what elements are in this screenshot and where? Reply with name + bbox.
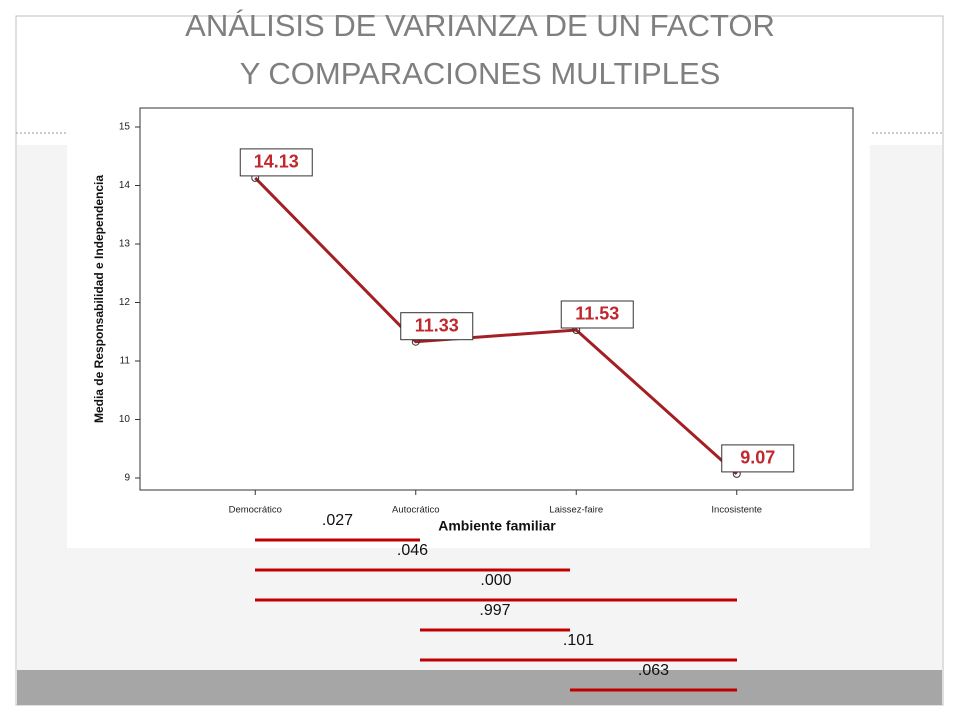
y-tick-label: 13 <box>119 239 131 250</box>
slide-title: ANÁLISIS DE VARIANZA DE UN FACTOR <box>185 8 775 43</box>
footer-bar <box>17 670 942 705</box>
comparison-p-value: .101 <box>563 632 594 649</box>
value-label: 11.53 <box>575 304 619 324</box>
value-label-box <box>560 300 634 329</box>
value-label-box <box>239 148 313 177</box>
y-tick-label: 10 <box>119 414 131 425</box>
slide-title: Y COMPARACIONES MULTIPLES <box>240 56 721 91</box>
x-axis-label: Ambiente familiar <box>438 518 556 534</box>
y-axis-label: Media de Responsabilidad e Independencia <box>92 175 106 423</box>
x-tick-label: Laissez-faire <box>549 505 603 516</box>
comparison-p-value: .063 <box>638 662 669 679</box>
x-tick-label: Incosistente <box>711 505 762 516</box>
value-label: 9.07 <box>740 448 775 468</box>
value-label: 11.33 <box>415 315 459 335</box>
y-tick-label: 9 <box>124 473 130 484</box>
comparison-p-value: .997 <box>479 602 510 619</box>
line-series <box>254 176 738 476</box>
value-label-box <box>721 444 795 473</box>
x-tick-label: Autocrático <box>392 505 440 516</box>
comparison-p-value: .000 <box>480 572 511 589</box>
x-tick-label: Democrático <box>229 505 282 516</box>
value-label: 14.13 <box>254 152 299 172</box>
comparison-p-value: .046 <box>397 542 428 559</box>
y-tick-label: 14 <box>119 180 131 191</box>
y-tick-label: 15 <box>119 122 131 133</box>
y-tick-label: 11 <box>120 356 131 367</box>
value-label-box <box>400 312 474 341</box>
y-tick-label: 12 <box>119 297 131 308</box>
comparison-p-value: .027 <box>322 512 353 529</box>
